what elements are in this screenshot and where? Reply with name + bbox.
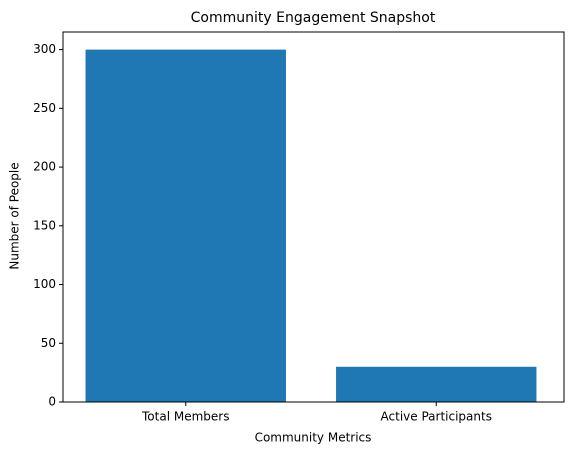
bar	[85, 49, 286, 402]
x-axis-label: Community Metrics	[255, 431, 372, 445]
x-tick-label: Total Members	[141, 410, 229, 424]
y-tick-label: 200	[33, 160, 56, 174]
plot-frame	[62, 31, 565, 403]
bar	[336, 366, 537, 402]
y-tick-label: 250	[33, 101, 56, 115]
y-tick-label: 300	[33, 42, 56, 56]
y-tick-label: 100	[33, 277, 56, 291]
y-tick-label: 50	[41, 336, 56, 350]
y-tick-label: 0	[48, 395, 56, 409]
x-tick-label: Active Participants	[381, 410, 492, 424]
y-axis-label: Number of People	[8, 162, 22, 269]
y-tick-label: 150	[33, 218, 56, 232]
chart-title: Community Engagement Snapshot	[191, 10, 436, 26]
